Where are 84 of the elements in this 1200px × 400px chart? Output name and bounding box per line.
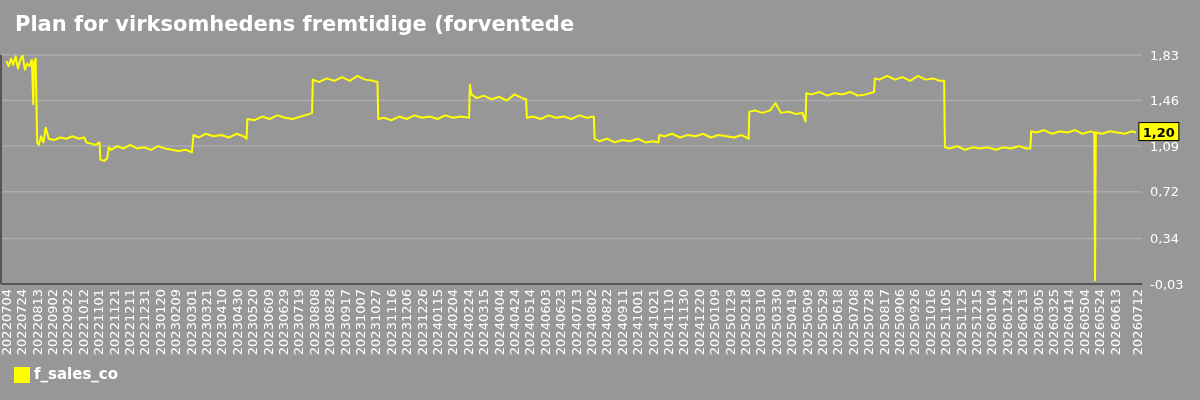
line-series [5,55,1137,282]
x-tick-label: 20260712 [1129,289,1145,356]
x-tick-label: 20240224 [460,289,476,356]
x-tick-label: 20220813 [29,289,45,356]
x-tick-label: 20240115 [430,289,446,356]
x-tick-label: 20221231 [137,289,153,356]
x-tick-label: 20221211 [122,289,138,356]
x-tick-label: 20240315 [476,289,492,356]
x-tick-label: 20260414 [1061,289,1077,356]
x-tick-label: 20240822 [599,289,615,356]
x-tick-label: 20240404 [491,289,507,356]
x-tick-label: 20250926 [907,289,923,356]
x-tick-label: 20221101 [91,289,107,356]
x-tick-label: 20231116 [383,289,399,356]
x-tick-label: 20220922 [60,289,76,356]
x-tick-label: 20240204 [445,289,461,356]
x-tick-label: 20220724 [14,289,30,356]
x-tick-label: 20230808 [306,289,322,356]
x-tick-label: 20230828 [322,289,338,356]
x-tick-label: 20241130 [676,289,692,356]
x-tick-label: 20250218 [738,289,753,356]
x-tick-label: 20260504 [1076,289,1092,356]
x-tick-label: 20230719 [291,289,307,356]
x-tick-label: 20251215 [968,289,984,356]
x-tick-label: 20250509 [799,289,815,356]
x-tick-label: 20250330 [768,289,784,356]
x-tick-label: 20231226 [414,289,430,356]
x-tick-label: 20260305 [1030,289,1046,356]
annotation: 1,20 [1142,124,1175,140]
x-tick-label: 20260325 [1045,289,1061,356]
x-tick-label: 20220902 [45,289,61,356]
x-tick-label: 20240603 [537,289,553,356]
y-tick-label: 1,83 [1150,47,1179,63]
x-tick-label: 20260524 [1092,289,1108,356]
x-tick-label: 20260104 [984,289,1000,356]
x-tick-label: 20230321 [199,289,215,356]
x-tick-label: 20230410 [214,289,230,356]
x-tick-label: 20230629 [276,289,292,356]
x-tick-label: 20251105 [938,289,954,356]
y-tick-label: 1,46 [1150,93,1179,109]
x-tick-label: 20230209 [168,289,184,356]
chart-title: Plan for virksomhedens fremtidige (forventede [15,12,575,36]
x-tick-label: 20230609 [260,289,276,356]
x-tick-label: 20231206 [399,289,415,356]
x-tick-label: 20230120 [152,289,168,356]
x-tick-label: 20250310 [753,289,769,356]
y-tick-label: 0,34 [1150,231,1179,247]
x-tick-label: 20231027 [368,289,384,356]
x-tick-label: 20241021 [645,289,661,356]
x-tick-label: 20220704 [0,289,14,356]
y-tick-label: 0,72 [1150,184,1179,200]
x-tick-label: 20231007 [353,289,369,356]
x-tick-label: 20250906 [891,289,907,356]
x-tick-label: 20230301 [183,289,199,356]
x-tick-label: 20250129 [722,289,738,356]
x-tick-label: 20241220 [691,289,707,356]
x-tick-label: 20221012 [75,289,91,356]
x-tick-label: 20230917 [337,289,353,356]
x-tick-label: 20250728 [861,289,877,356]
x-tick-label: 20240514 [522,289,538,356]
x-tick-label: 20240911 [614,289,630,356]
x-tick-label: 20250109 [707,289,723,356]
x-tick-label: 20260213 [1015,289,1031,356]
y-tick-label: -0,03 [1150,276,1184,292]
x-tick-label: 20250817 [876,289,892,356]
x-tick-label: 20230520 [245,289,261,356]
x-tick-label: 20241001 [630,289,646,356]
x-tick-label: 20250618 [830,289,846,356]
x-tick-label: 20230430 [229,289,245,356]
x-tick-label: 20250529 [814,289,830,356]
x-tick-label: 20240623 [553,289,569,356]
x-tick-label: 20250419 [784,289,800,356]
x-tick-label: 20240713 [568,289,584,356]
x-tick-label: 20251016 [922,289,938,356]
x-tick-label: 20260613 [1107,289,1123,356]
x-tick-label: 20240424 [507,289,523,356]
x-tick-label: 20251125 [953,289,969,356]
x-tick-label: 20240802 [584,289,600,356]
y-tick-label: 1,09 [1150,138,1179,154]
x-tick-label: 20221121 [106,289,122,356]
legend-label: f_sales_co [34,365,119,383]
x-tick-label: 20241110 [661,289,677,356]
x-tick-label: 20250708 [845,289,861,356]
x-tick-label: 20260124 [999,289,1015,356]
